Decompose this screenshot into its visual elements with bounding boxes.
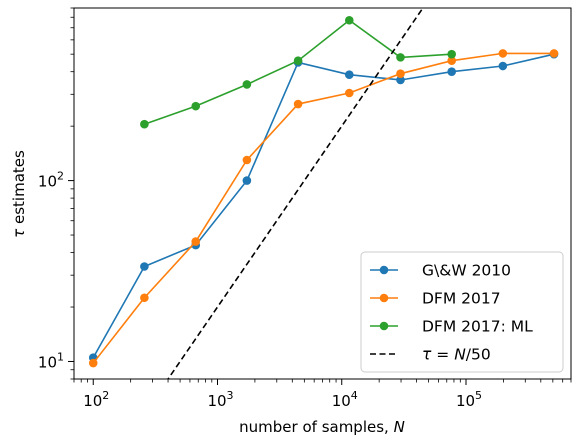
series-layer bbox=[88, 8, 559, 379]
data-point bbox=[293, 99, 303, 109]
data-point bbox=[140, 119, 149, 129]
series-3 bbox=[167, 8, 424, 379]
series-line bbox=[92, 53, 555, 359]
data-point bbox=[242, 155, 252, 165]
data-point bbox=[396, 53, 405, 62]
data-point bbox=[396, 69, 405, 78]
y-tick-label: 101 bbox=[38, 350, 64, 371]
data-point bbox=[140, 293, 149, 303]
x-tick-label: 102 bbox=[83, 389, 109, 410]
series-line bbox=[167, 8, 424, 379]
x-tick-label: 104 bbox=[332, 389, 358, 410]
data-point bbox=[344, 88, 354, 98]
ticks-layer: 102 103 104 105 101 102 bbox=[38, 7, 572, 410]
data-point bbox=[447, 67, 456, 77]
data-point bbox=[344, 15, 354, 25]
legend-entry: DFM 2017 bbox=[370, 290, 501, 308]
series-1 bbox=[88, 49, 559, 368]
legend-label: G\&W 2010 bbox=[422, 262, 511, 280]
series-line bbox=[92, 52, 555, 364]
data-point bbox=[447, 49, 456, 59]
series-2 bbox=[140, 15, 456, 129]
x-tick-label: 103 bbox=[207, 389, 233, 410]
legend-marker bbox=[379, 293, 389, 303]
data-point bbox=[498, 61, 508, 71]
legend-entry: τ = N/50 bbox=[370, 346, 491, 364]
x-tick-label: 105 bbox=[456, 389, 482, 410]
y-axis-label: τ estimates bbox=[10, 150, 28, 238]
legend-label: DFM 2017 bbox=[422, 290, 501, 308]
legend-marker bbox=[379, 265, 389, 275]
legend-label: τ = N/50 bbox=[422, 346, 491, 364]
data-point bbox=[191, 101, 201, 111]
data-point bbox=[88, 358, 98, 368]
data-point bbox=[242, 80, 252, 89]
plot-frame bbox=[73, 7, 572, 380]
legend: G\&W 2010 DFM 2017 DFM 2017: ML τ = N/50 bbox=[360, 251, 564, 373]
data-point bbox=[498, 49, 508, 58]
data-point bbox=[344, 70, 354, 80]
data-point bbox=[447, 56, 456, 66]
legend-label: DFM 2017: ML bbox=[422, 318, 533, 336]
data-point bbox=[396, 75, 405, 85]
legend-marker bbox=[379, 321, 389, 331]
legend-entry: DFM 2017: ML bbox=[370, 318, 533, 336]
data-point bbox=[549, 49, 559, 58]
data-point bbox=[293, 56, 303, 66]
legend-entry: G\&W 2010 bbox=[370, 262, 511, 280]
data-point bbox=[191, 237, 201, 246]
data-point bbox=[242, 176, 252, 185]
legend-box bbox=[360, 251, 564, 373]
x-axis-label: number of samples, N bbox=[239, 418, 405, 436]
y-tick-label: 102 bbox=[38, 170, 64, 191]
data-point bbox=[140, 262, 149, 271]
